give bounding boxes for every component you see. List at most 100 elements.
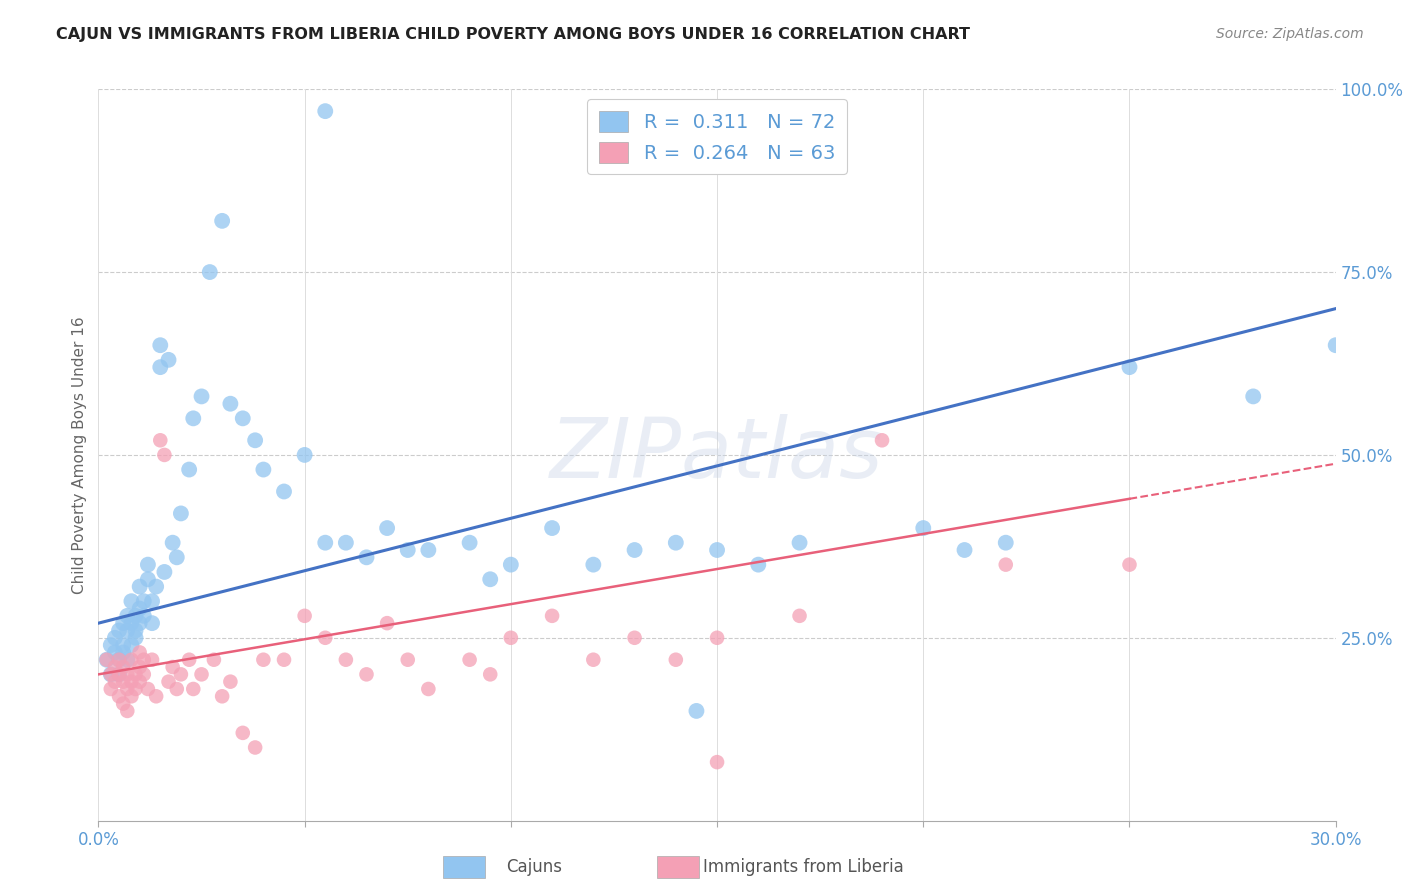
Point [153,565,176,579]
Point [120,616,142,631]
Text: Immigrants from Liberia: Immigrants from Liberia [703,858,904,876]
Point [166,550,188,565]
Point [479,667,502,681]
Point [273,653,295,667]
Point [132,608,155,623]
Point [117,667,139,681]
Point [124,631,146,645]
Point [211,690,233,704]
Point [479,572,502,586]
Point [294,448,316,462]
Point [120,653,142,667]
Point [141,594,163,608]
Point [458,653,481,667]
Point [108,624,131,638]
Point [132,667,155,681]
Point [912,521,935,535]
Point [243,434,266,448]
Point [112,645,135,659]
Point [1118,360,1140,375]
Point [458,535,481,549]
Point [170,507,193,521]
Point [117,681,139,696]
Point [120,674,142,689]
Point [128,616,150,631]
Point [789,608,811,623]
Point [104,645,127,659]
Point [252,462,274,476]
Point [128,601,150,615]
Point [665,535,688,549]
Point [153,448,176,462]
Point [112,674,135,689]
Point [335,653,357,667]
Point [181,681,204,696]
Point [128,580,150,594]
Point [273,484,295,499]
Point [162,535,184,549]
Point [181,411,204,425]
Point [108,653,131,667]
Point [396,543,419,558]
Point [128,660,150,674]
Point [202,653,225,667]
Point [541,608,564,623]
Text: Cajuns: Cajuns [506,858,562,876]
Point [870,434,893,448]
Point [104,660,127,674]
Point [706,755,728,769]
Point [685,704,707,718]
Point [112,660,135,674]
Point [582,653,605,667]
Point [166,681,188,696]
Point [104,631,127,645]
Point [108,667,131,681]
Point [128,645,150,659]
Point [120,690,142,704]
Point [356,550,378,565]
Point [418,681,440,696]
Point [994,558,1017,572]
Point [112,697,135,711]
Point [117,624,139,638]
Point [953,543,976,558]
Point [418,543,440,558]
Point [375,521,398,535]
Point [190,389,212,403]
Point [157,352,180,367]
Point [211,214,233,228]
Point [243,740,266,755]
Point [356,667,378,681]
Point [157,674,180,689]
Y-axis label: Child Poverty Among Boys Under 16: Child Poverty Among Boys Under 16 [72,316,87,594]
Point [100,667,122,681]
Point [314,631,336,645]
Point [124,667,146,681]
Point [136,572,159,586]
Point [375,616,398,631]
Point [141,616,163,631]
Point [623,631,645,645]
Point [124,608,146,623]
Point [396,653,419,667]
Point [136,558,159,572]
Point [747,558,769,572]
Point [100,638,122,652]
Point [994,535,1017,549]
Text: ZIPatlas: ZIPatlas [550,415,884,495]
Point [100,681,122,696]
Point [120,594,142,608]
Point [96,653,118,667]
Point [145,690,167,704]
Point [162,660,184,674]
Point [623,543,645,558]
Point [706,543,728,558]
Point [96,653,118,667]
Point [252,653,274,667]
Point [179,653,201,667]
Point [314,104,336,119]
Point [132,594,155,608]
Point [149,434,172,448]
Point [314,535,336,549]
Point [190,667,212,681]
